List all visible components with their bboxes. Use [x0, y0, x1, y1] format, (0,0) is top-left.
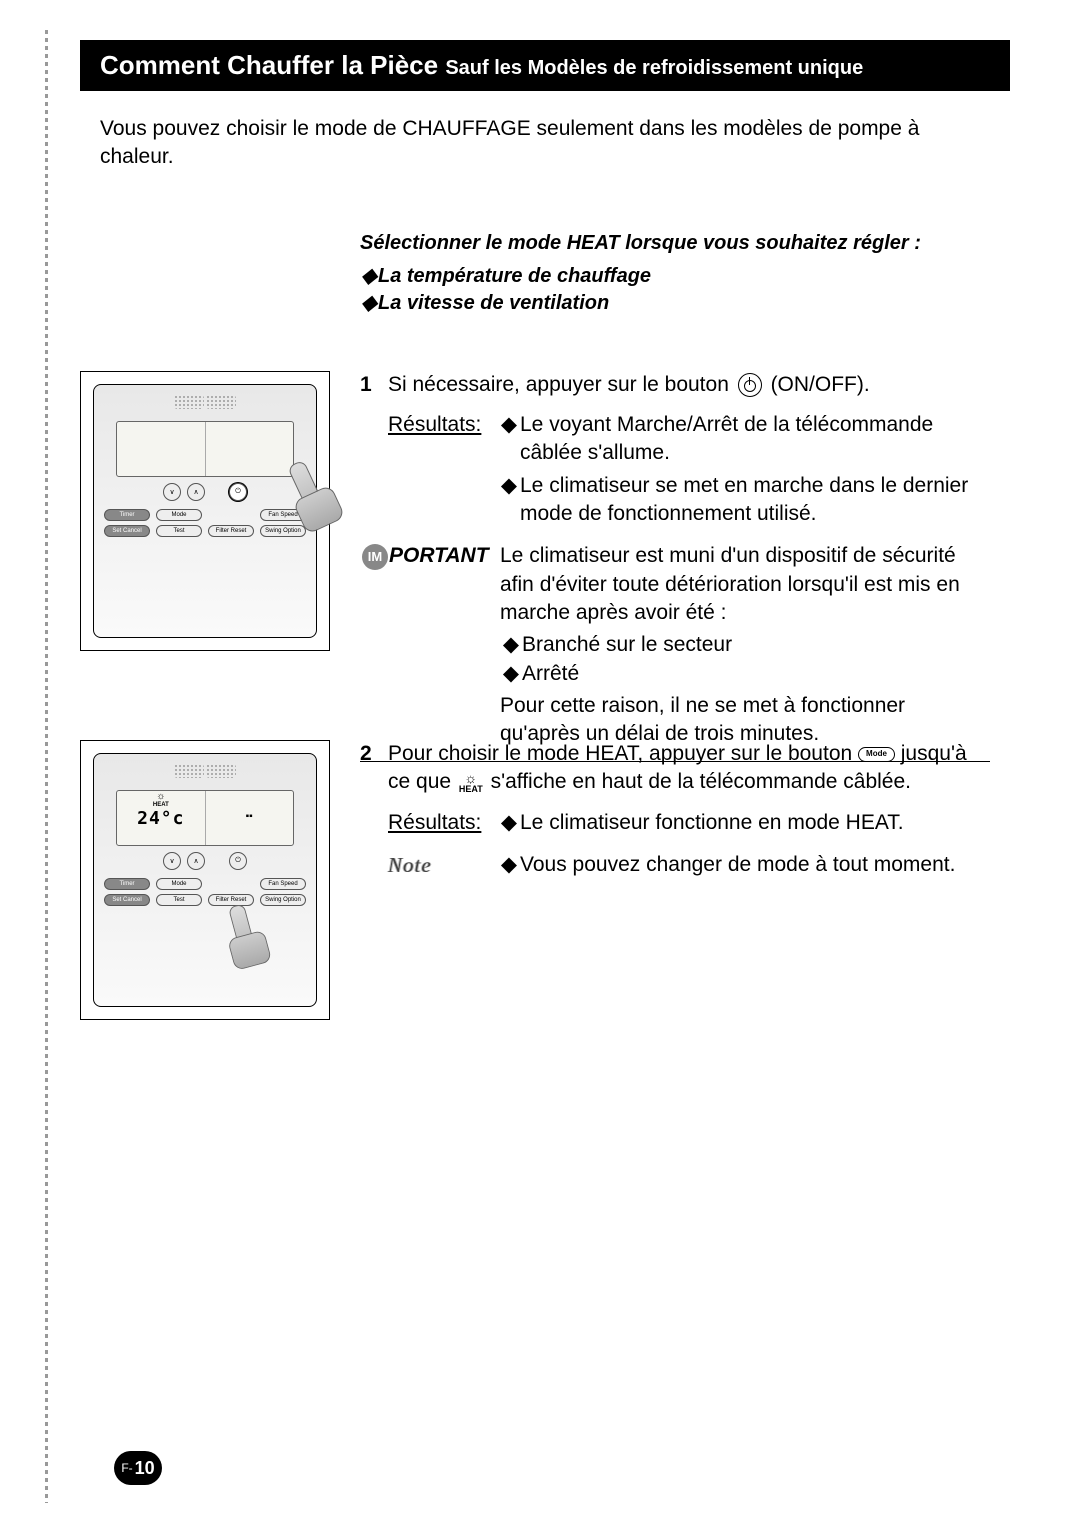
remote-illustration-2: ☼ HEAT 24°c ▪▪ ∨ ∧ ⏻ Timer [80, 740, 330, 1020]
heat-icon: ☼HEAT [459, 771, 483, 794]
step-1-row: ∨ ∧ ⏻ Timer Mode Fan Speed Set Cancel Te… [80, 371, 1010, 780]
step2-results: Résultats: ◆Le climatiseur fonctionne en… [388, 809, 990, 841]
set-btn-icon: Set Cancel [104, 525, 150, 537]
title-sub: Sauf les Modèles de refroidissement uniq… [445, 57, 863, 79]
mode-pill-icon: Mode [858, 747, 895, 762]
important-rest: PORTANT [389, 544, 489, 567]
power-btn-icon: ⏻ [229, 483, 247, 501]
temp-up-icon: ∧ [187, 483, 205, 501]
result-text: Le climatiseur se met en marche dans le … [520, 472, 990, 529]
note-block: Note ◆Vous pouvez changer de mode à tout… [388, 851, 990, 883]
results-label: Résultats: [388, 411, 498, 532]
result-text: Le voyant Marche/Arrêt de la télécommand… [520, 411, 990, 468]
step-number: 2 [360, 740, 388, 768]
result-text: Le climatiseur fonctionne en mode HEAT. [520, 809, 904, 837]
fan-btn-icon: Fan Speed [260, 878, 306, 890]
diamond-icon: ◆ [498, 411, 520, 468]
test-btn-icon: Test [156, 525, 202, 537]
heat-label: HEAT [459, 785, 483, 794]
timer-btn-icon: Timer [104, 509, 150, 521]
bullet-text: La température de chauffage [378, 265, 651, 287]
important-badge-icon: IM [362, 544, 388, 570]
diamond-icon: ◆ [360, 290, 378, 315]
diamond-icon: ◆ [500, 631, 522, 659]
diamond-icon: ◆ [498, 809, 520, 837]
mode-btn-icon: Mode [156, 878, 202, 890]
swing-btn-icon: Swing Option [260, 894, 306, 906]
test-btn-icon: Test [156, 894, 202, 906]
page-prefix: F- [121, 1461, 132, 1475]
bullet-list: ◆La température de chauffage ◆La vitesse… [360, 263, 990, 315]
filter-btn-icon: Filter Reset [208, 525, 254, 537]
temp-down-icon: ∨ [163, 483, 181, 501]
step-2: 2 Pour choisir le mode HEAT, appuyer sur… [360, 740, 990, 797]
imp-bullet: Branché sur le secteur [522, 631, 732, 659]
lcd-temp: 24°c [117, 808, 204, 829]
step-text: (ON/OFF). [771, 373, 870, 396]
step-number: 1 [360, 371, 388, 399]
bullet-text: La vitesse de ventilation [378, 292, 609, 314]
step-text: s'affiche en haut de la télécommande câb… [491, 770, 911, 793]
step1-results: Résultats: ◆Le voyant Marche/Arrêt de la… [388, 411, 990, 532]
imp-bullet: Arrêté [522, 660, 579, 688]
temp-up-icon: ∧ [187, 852, 205, 870]
diamond-icon: ◆ [498, 851, 520, 879]
page-footer: F-10 [114, 1451, 162, 1485]
page: Comment Chauffer la Pièce Sauf les Modèl… [0, 0, 1080, 1533]
title-main: Comment Chauffer la Pièce [100, 50, 438, 80]
set-btn-icon: Set Cancel [104, 894, 150, 906]
remote-illustration-1: ∨ ∧ ⏻ Timer Mode Fan Speed Set Cancel Te… [80, 371, 330, 651]
important-block: IMPORTANT Le climatiseur est muni d'un d… [360, 542, 990, 748]
diamond-icon: ◆ [500, 660, 522, 688]
mode-btn-icon: Mode [156, 509, 202, 521]
diamond-icon: ◆ [360, 263, 378, 288]
note-label: Note [388, 851, 498, 883]
step-text: Si nécessaire, appuyer sur le bouton [388, 373, 735, 396]
power-btn-icon: ⏻ [229, 852, 247, 870]
title-bar: Comment Chauffer la Pièce Sauf les Modèl… [80, 40, 1010, 91]
page-number: 10 [135, 1458, 155, 1479]
important-pre: Le climatiseur est muni d'un dispositif … [500, 542, 990, 627]
step-2-row: ☼ HEAT 24°c ▪▪ ∨ ∧ ⏻ Timer [80, 740, 1010, 1080]
timer-btn-icon: Timer [104, 878, 150, 890]
page-number-badge: F-10 [114, 1451, 162, 1485]
important-label: IMPORTANT [360, 542, 500, 748]
intro-text: Vous pouvez choisir le mode de CHAUFFAGE… [80, 115, 1010, 172]
note-text: Vous pouvez changer de mode à tout momen… [520, 851, 955, 879]
step-1: 1 Si nécessaire, appuyer sur le bouton (… [360, 371, 990, 399]
step-text: Pour choisir le mode HEAT, appuyer sur l… [388, 742, 858, 765]
diamond-icon: ◆ [498, 472, 520, 529]
results-label: Résultats: [388, 809, 498, 841]
section-header: Sélectionner le mode HEAT lorsque vous s… [80, 232, 1010, 341]
subheading: Sélectionner le mode HEAT lorsque vous s… [360, 232, 990, 255]
sun-icon: ☼ [156, 791, 165, 802]
temp-down-icon: ∨ [163, 852, 181, 870]
power-icon [738, 373, 762, 397]
